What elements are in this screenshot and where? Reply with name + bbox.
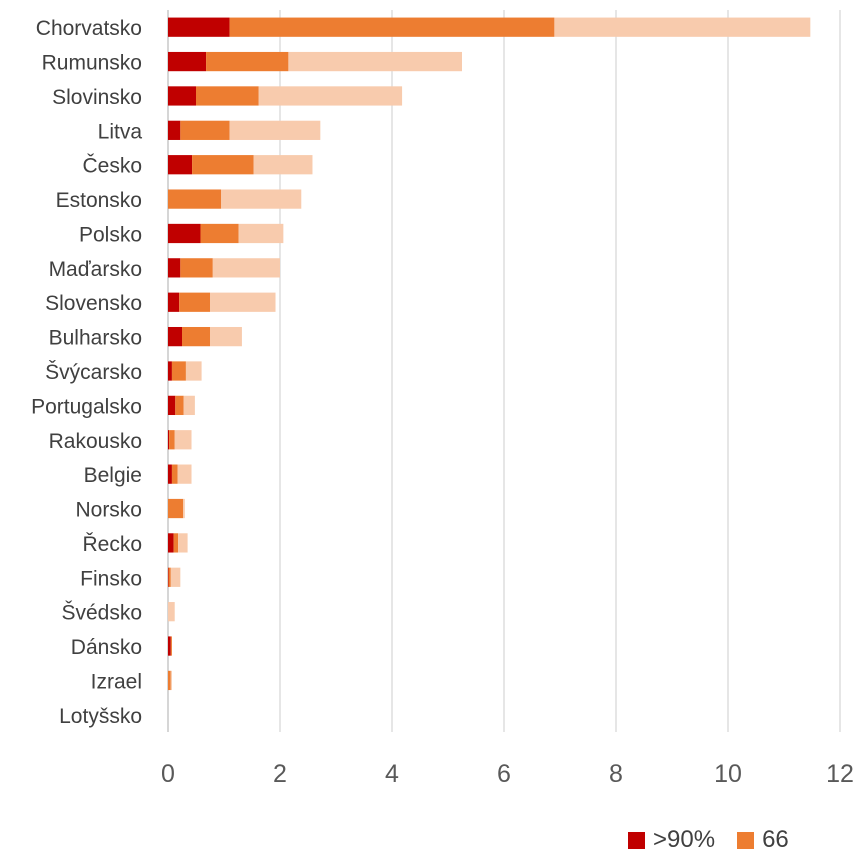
bar-segment xyxy=(179,292,210,312)
x-tick-label: 0 xyxy=(161,760,175,788)
category-label: Švédsko xyxy=(61,602,142,625)
bar-segment xyxy=(173,533,179,553)
bar-segment xyxy=(168,567,169,587)
category-label: Estonsko xyxy=(56,189,142,212)
bar-segment xyxy=(183,498,185,519)
bar-segment xyxy=(168,223,201,244)
legend-label-90: >90% xyxy=(653,826,716,853)
bar-segment xyxy=(180,120,230,140)
bar-segment xyxy=(169,430,175,450)
bar-segment xyxy=(174,430,192,450)
bar-segment xyxy=(554,17,811,37)
bar-segment xyxy=(168,51,207,72)
category-label: Maďarsko xyxy=(49,258,142,281)
bar-segment xyxy=(170,567,181,587)
bar-segment xyxy=(168,602,175,622)
category-label: Bulharsko xyxy=(49,327,142,350)
category-label: Lotyšsko xyxy=(59,705,142,728)
category-label: Česko xyxy=(82,155,142,178)
bar-segment xyxy=(168,326,182,347)
legend-label-66: 66 xyxy=(762,826,789,853)
bar-segment xyxy=(168,567,171,587)
bar-segment xyxy=(238,223,284,244)
category-label: Portugalsko xyxy=(31,395,142,418)
bar-segment xyxy=(175,395,184,416)
bar-segment xyxy=(229,120,321,140)
category-labels: Chorvatsko Rumunsko Slovinsko Litva Česko Est… xyxy=(31,17,142,728)
category-label: Finsko xyxy=(80,567,142,590)
category-label: Řecko xyxy=(82,533,142,556)
category-label: Litva xyxy=(98,120,143,143)
legend-swatch-90 xyxy=(628,831,645,849)
bar-segment xyxy=(168,17,230,37)
bar-segment xyxy=(171,361,186,381)
bar-segment xyxy=(210,326,242,347)
bar-segment xyxy=(221,189,302,209)
x-tick-label: 4 xyxy=(385,760,399,788)
bar-segment xyxy=(288,51,462,72)
bar-segment xyxy=(168,258,181,278)
bar-segment xyxy=(178,533,188,553)
x-tick-label: 2 xyxy=(273,760,287,788)
gridlines xyxy=(167,10,841,732)
x-tick-label: 10 xyxy=(714,760,742,788)
bar-segment xyxy=(168,670,171,691)
x-tick-label: 8 xyxy=(609,760,623,788)
bar-segment xyxy=(258,86,403,106)
bar-segment xyxy=(192,155,254,175)
category-label: Norsko xyxy=(75,499,142,522)
bar-segment xyxy=(168,120,181,140)
legend-item-90[interactable]: >90% xyxy=(628,826,715,854)
bar-segment xyxy=(168,189,222,209)
bar-segment xyxy=(212,258,280,278)
legend-swatch-66 xyxy=(737,831,755,849)
bar-segment xyxy=(168,86,196,106)
x-tick-label: 12 xyxy=(826,760,854,788)
bar-segment xyxy=(168,361,172,381)
category-label: Chorvatsko xyxy=(36,17,142,40)
category-label: Belgie xyxy=(84,464,142,487)
category-label: Polsko xyxy=(79,223,142,246)
bar-segment xyxy=(168,155,193,175)
bar-segment xyxy=(168,292,180,312)
bar-segment xyxy=(168,430,170,450)
bar-segment xyxy=(170,636,172,656)
bar-segment xyxy=(171,464,178,484)
bar-segment xyxy=(206,51,289,72)
category-label: Švýcarsko xyxy=(45,361,142,384)
bar-segment xyxy=(200,223,239,244)
bar-segment xyxy=(168,498,184,519)
category-label: Dánsko xyxy=(71,636,142,659)
category-label: Slovensko xyxy=(45,292,142,315)
x-tick-labels: 0 2 4 6 8 10 12 xyxy=(161,760,854,788)
category-label: Slovinsko xyxy=(52,86,142,109)
category-label: Izrael xyxy=(91,670,142,693)
x-tick-label: 6 xyxy=(497,760,511,788)
bar-segment xyxy=(253,155,313,175)
bar-segment xyxy=(180,258,213,278)
bar-segment xyxy=(168,533,174,553)
bar-segment xyxy=(168,636,171,656)
bars xyxy=(168,17,811,691)
category-label: Rakousko xyxy=(49,430,142,453)
legend: >90% 66 xyxy=(628,826,811,854)
legend-item-66[interactable]: 66 xyxy=(737,826,789,854)
bar-segment xyxy=(210,292,276,312)
bar-segment xyxy=(168,464,172,484)
bar-segment xyxy=(196,86,259,106)
bar-segment xyxy=(168,395,176,416)
bar-segment xyxy=(185,361,202,381)
bar-segment xyxy=(177,464,192,484)
bar-segment xyxy=(229,17,555,37)
category-label: Rumunsko xyxy=(42,52,142,75)
bar-segment xyxy=(170,670,172,691)
bar-segment xyxy=(182,326,210,347)
bar-segment xyxy=(183,395,195,416)
